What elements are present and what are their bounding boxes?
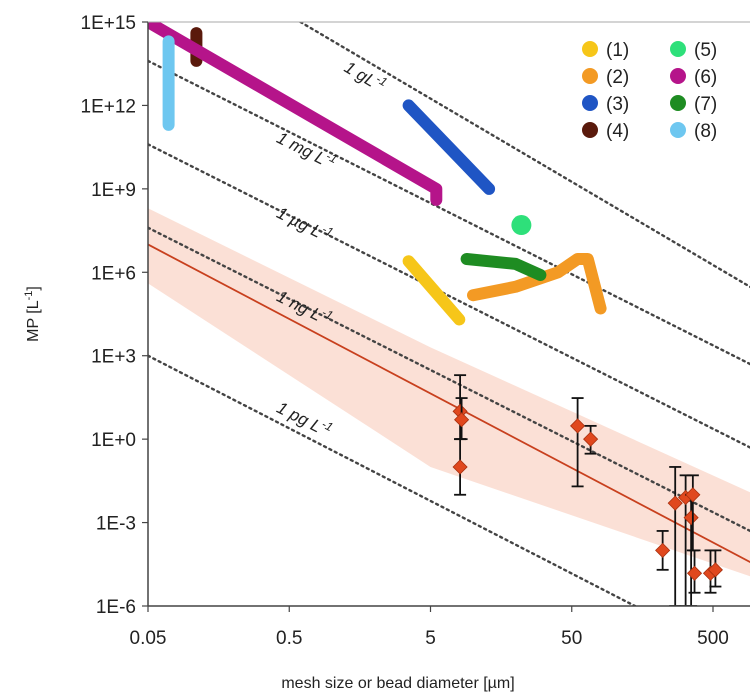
confidence-band-layer (148, 208, 750, 577)
y-tick-label: 1E+0 (91, 430, 136, 451)
y-axis-title-main: MP [L (25, 300, 42, 342)
x-tick-label: 5 (425, 628, 436, 649)
series-line (402, 255, 466, 326)
measurement-marker (452, 459, 468, 475)
y-tick-label: 1E+9 (91, 180, 136, 201)
measurement-marker (583, 431, 599, 447)
y-tick-label: 1E+15 (81, 13, 136, 34)
measurement-marker (686, 565, 703, 581)
measurement-marker (667, 495, 683, 511)
measurement-marker (707, 562, 723, 578)
y-tick-label: 1E+6 (91, 263, 136, 284)
iso-line (299, 22, 750, 289)
legend-label: (7) (694, 94, 717, 115)
legend-label: (5) (694, 40, 717, 61)
x-tick-label: 500 (697, 628, 729, 649)
legend-swatch (670, 95, 686, 111)
iso-line (148, 226, 750, 533)
y-tick-label: 1E+12 (81, 96, 136, 117)
measurement-marker (655, 542, 671, 558)
iso-line-label: 1 pg L-1 (274, 395, 336, 441)
series-marker (511, 215, 532, 236)
iso-line (148, 354, 637, 606)
legend-label: (4) (606, 121, 629, 142)
iso-concentration-lines (148, 22, 750, 606)
y-axis-title: MP [L-1] (23, 286, 42, 342)
legend-swatch (582, 122, 598, 138)
x-tick-label: 50 (561, 628, 582, 649)
legend-label: (1) (606, 40, 629, 61)
fit-line-layer (148, 243, 750, 564)
measurement-marker (683, 510, 699, 526)
y-axis-title-sup: -1 (23, 291, 35, 301)
measurement-marker (685, 487, 701, 503)
legend-label: (3) (606, 94, 629, 115)
x-tick-label: 0.05 (130, 628, 167, 649)
y-tick-label: 1E-3 (96, 514, 136, 535)
legend-swatch (670, 122, 686, 138)
iso-line-label: 1 µg L-1 (274, 201, 336, 247)
legend-label: (8) (694, 121, 717, 142)
measurement-marker (570, 418, 586, 434)
legend: (1) (2) (3) (4) (5) (6) (7) (8) (582, 40, 717, 142)
fit-line (148, 243, 750, 564)
series-layer (148, 22, 607, 326)
iso-line-label: 1 gL-1 (341, 55, 390, 96)
legend-swatch (582, 41, 598, 57)
tick-labels: 1E-6 1E-3 1E+0 1E+3 1E+6 1E+9 1E+12 1E+15 0.05 0.… (81, 13, 729, 649)
x-tick-label: 0.5 (276, 628, 302, 649)
y-axis-title-close: ] (25, 286, 42, 290)
legend-swatch (582, 68, 598, 84)
series-line (402, 99, 496, 195)
series-line (148, 22, 443, 206)
series-line (467, 253, 607, 315)
iso-line (148, 143, 750, 449)
legend-swatch (670, 68, 686, 84)
measurement-layer (452, 374, 723, 606)
x-axis-title: mesh size or bead diameter [µm] (281, 675, 514, 692)
axes (147, 21, 750, 607)
legend-swatch (670, 41, 686, 57)
legend-swatch (582, 95, 598, 111)
iso-line (148, 59, 750, 366)
series-line (460, 253, 547, 281)
confidence-band (148, 208, 750, 577)
y-tick-label: 1E-6 (96, 597, 136, 618)
y-tick-label: 1E+3 (91, 347, 136, 368)
legend-label: (6) (694, 67, 717, 88)
legend-label: (2) (606, 67, 629, 88)
measurement-marker (454, 412, 470, 428)
